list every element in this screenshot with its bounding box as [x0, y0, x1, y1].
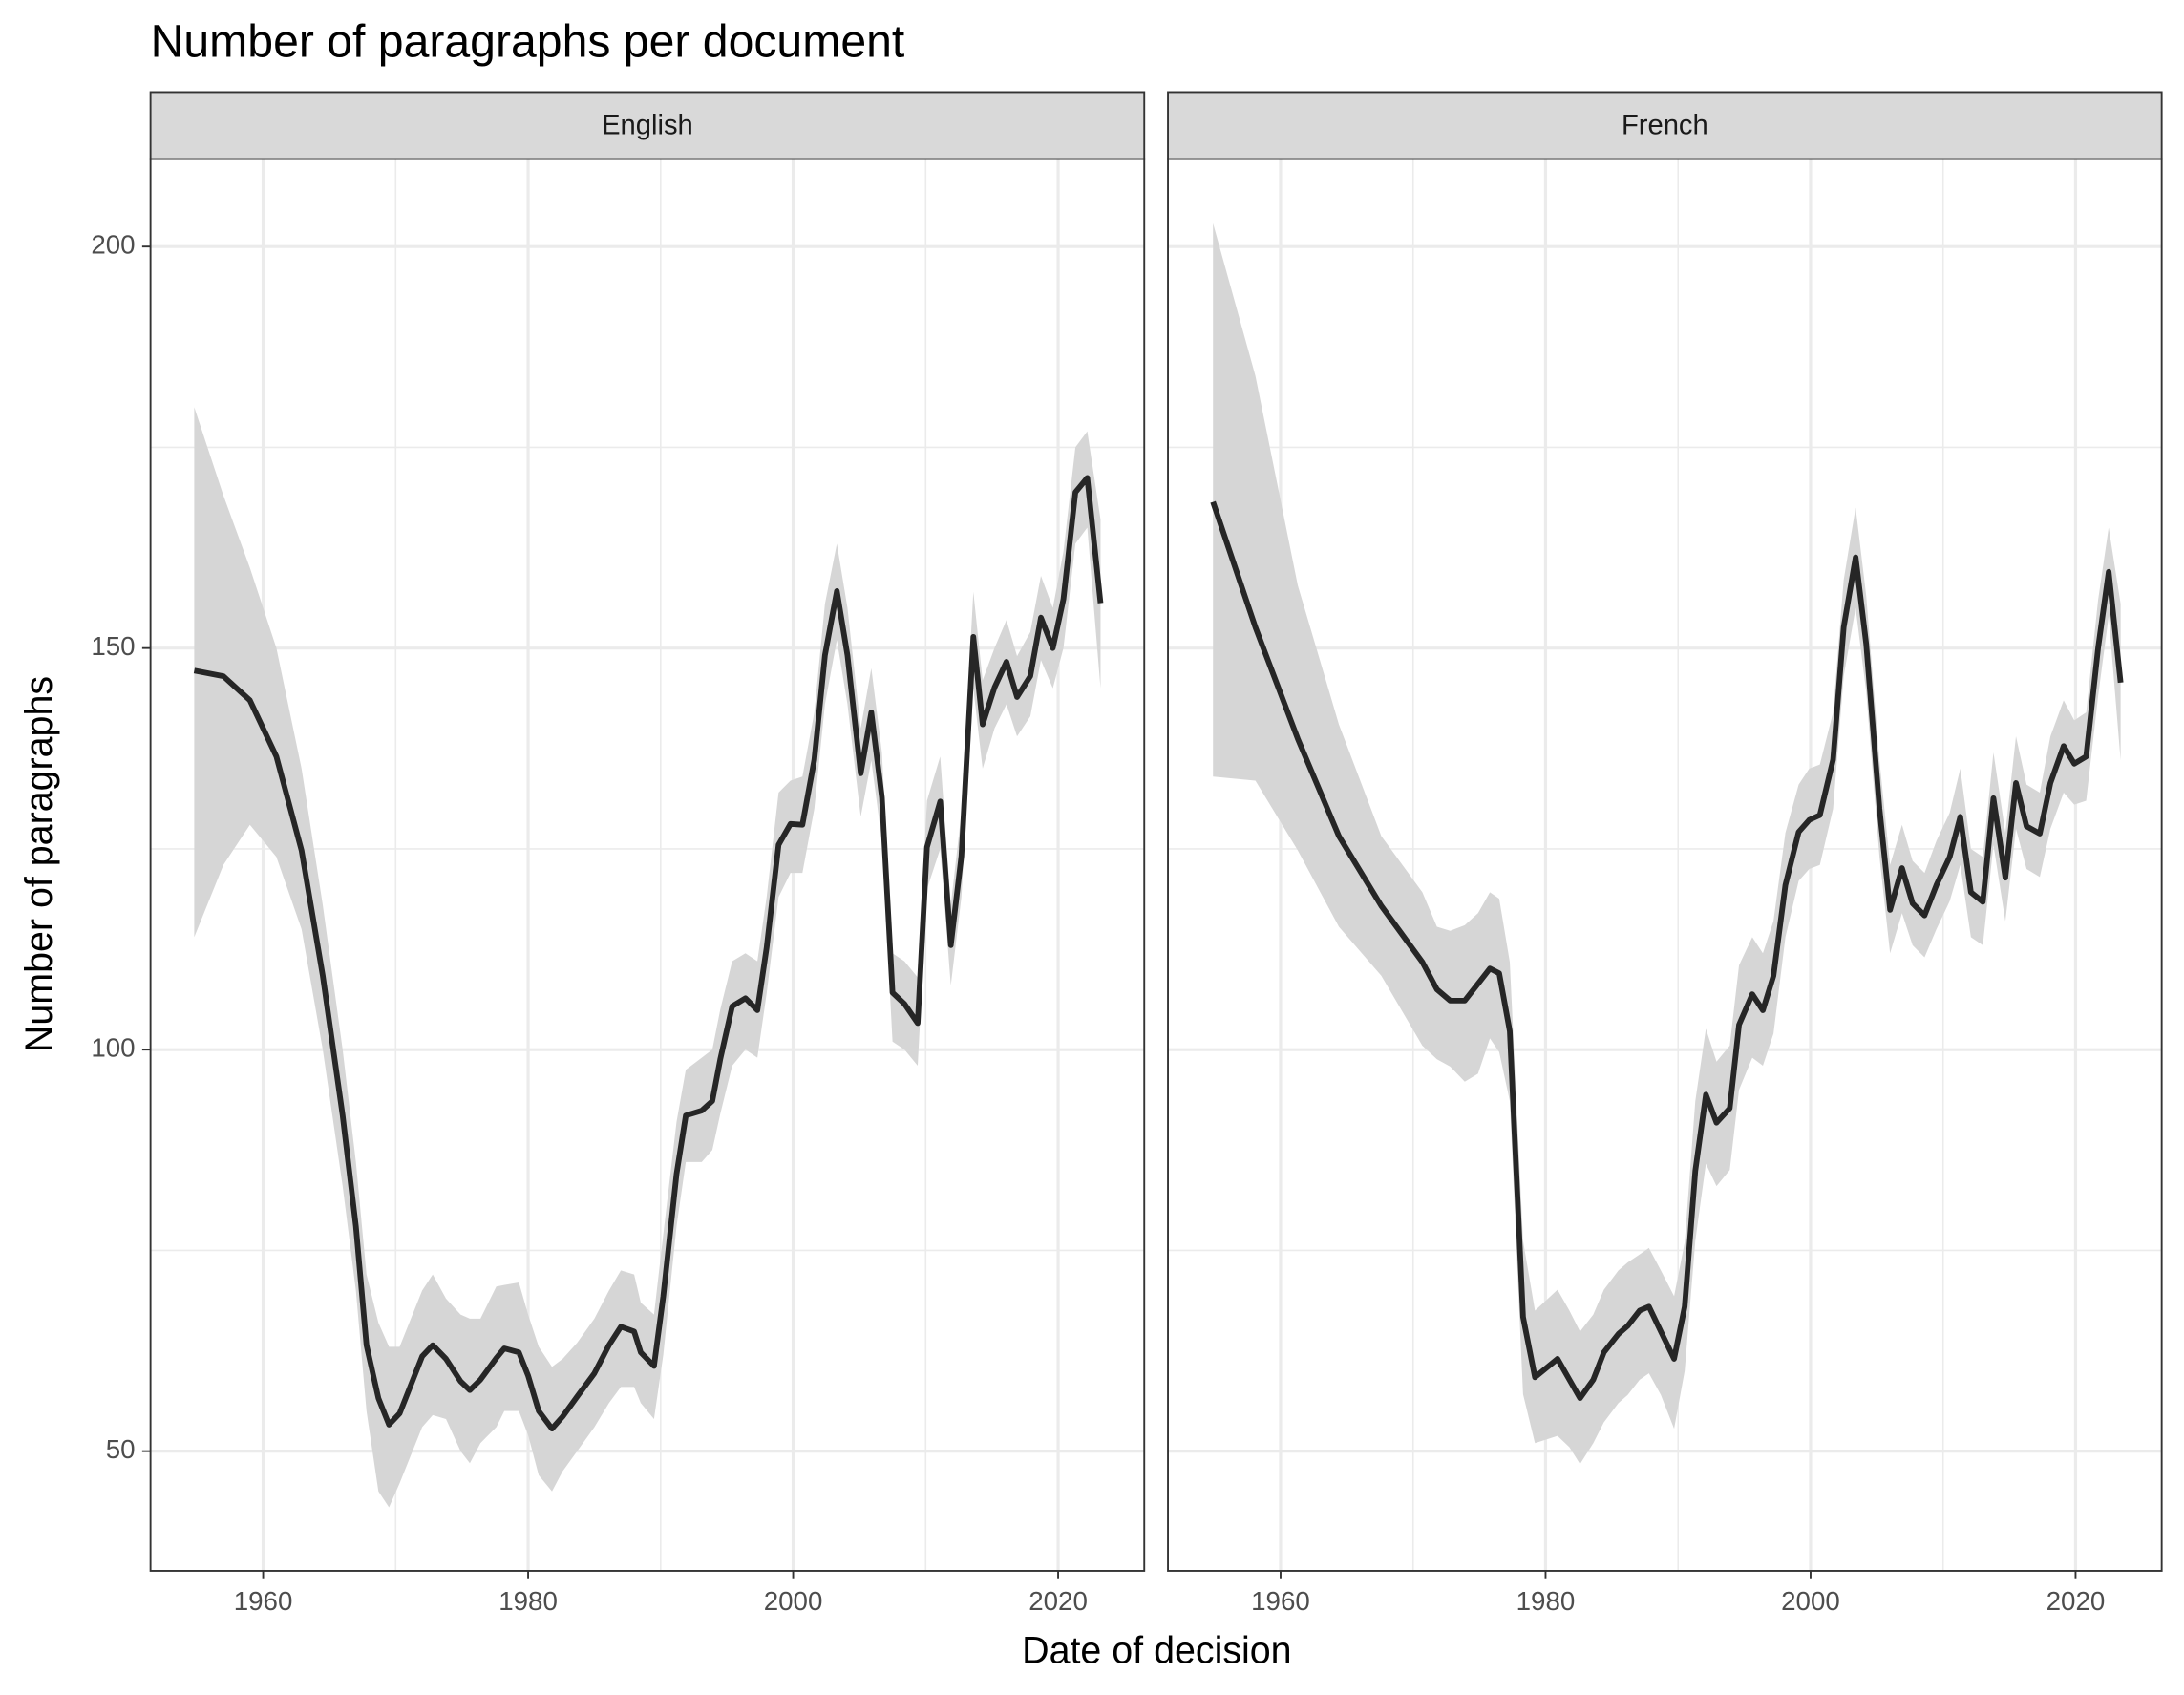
x-axis-title: Date of decision — [1022, 1629, 1291, 1671]
x-tick-label: 1980 — [1516, 1586, 1576, 1616]
x-tick-label: 2020 — [1028, 1586, 1088, 1616]
x-tick-label: 1960 — [234, 1586, 293, 1616]
facet-label: English — [602, 111, 693, 141]
y-tick-label: 200 — [91, 230, 135, 260]
y-tick-label: 100 — [91, 1032, 135, 1062]
y-tick-label: 150 — [91, 631, 135, 661]
facet-strip — [149, 91, 1146, 160]
confidence-ribbon — [1213, 222, 2121, 1465]
x-tick-label: 2000 — [764, 1586, 823, 1616]
y-tick-label: 50 — [106, 1434, 136, 1464]
trend-line — [1210, 500, 2124, 1402]
y-axis-title: Number of paragraphs — [18, 676, 60, 1052]
trend-line — [193, 475, 1104, 1432]
facet-label: French — [1622, 111, 1708, 141]
x-tick-label: 2020 — [2046, 1586, 2106, 1616]
chart-title: Number of paragraphs per document — [151, 16, 905, 68]
x-tick-label: 1980 — [498, 1586, 558, 1616]
x-tick-label: 2000 — [1781, 1586, 1840, 1616]
x-tick-label: 1960 — [1251, 1586, 1310, 1616]
facet-strip — [1167, 91, 2163, 160]
